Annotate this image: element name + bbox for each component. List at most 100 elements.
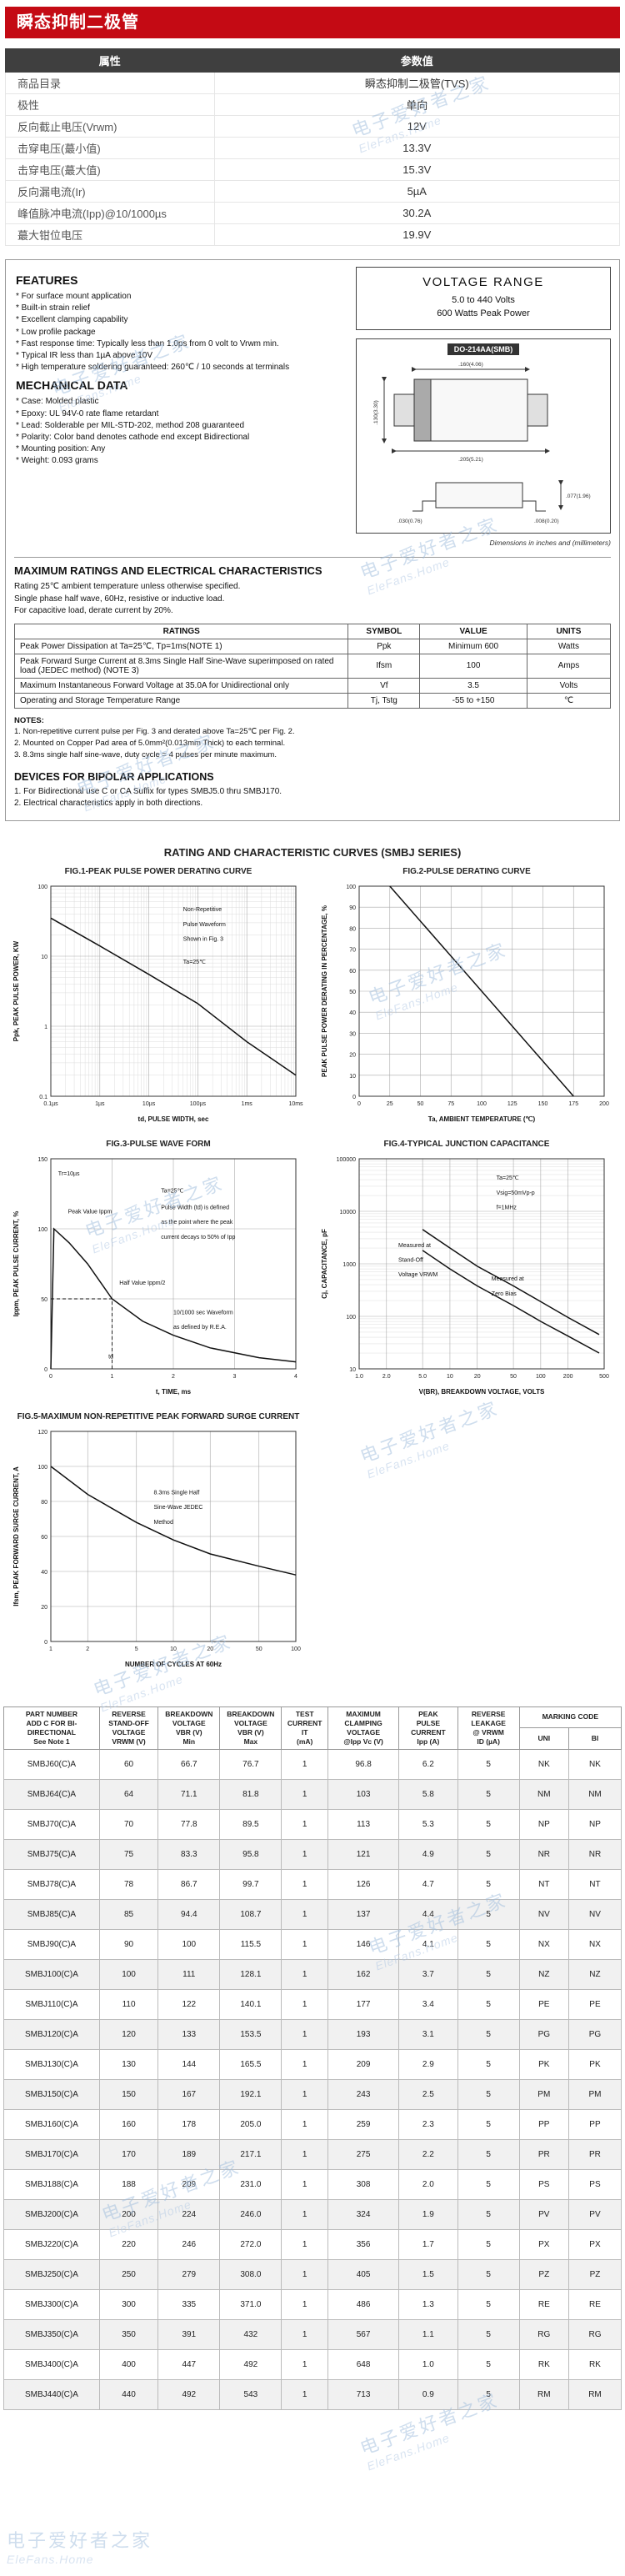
part-value-cell: 94.4 <box>158 1898 221 1930</box>
dimension-label: .160(4.06) <box>458 362 483 368</box>
part-value-cell: PZ <box>518 2258 569 2290</box>
svg-text:100: 100 <box>38 1227 48 1233</box>
ratings-column-header: RATINGS <box>13 623 349 639</box>
svg-text:Ppk, PEAK PULSE POWER, KW: Ppk, PEAK PULSE POWER, KW <box>12 940 20 1041</box>
part-value-cell: 308 <box>327 2168 400 2200</box>
part-value-cell: 250 <box>98 2258 159 2290</box>
part-value-cell: 160 <box>98 2108 159 2140</box>
part-value-cell: 60 <box>98 1748 159 1780</box>
svg-text:70: 70 <box>349 947 356 953</box>
part-row: SMBJ100(C)A 100 111 128.1 1 162 3.7 5 NZ NZ <box>3 1958 622 1990</box>
mechanical-data-item: Case: Molded plastic <box>16 396 349 408</box>
parts-column-header: BREAKDOWN VOLTAGE VBR (V) Min <box>158 1706 221 1750</box>
mechanical-data-item: Polarity: Color band denotes cathode end… <box>16 432 349 444</box>
package-diagram-box: DO-214AA(SMB) .160(4.06) .205(5.21) <box>356 338 611 534</box>
value-cell: 3.5 <box>419 677 528 694</box>
part-value-cell: PS <box>518 2168 569 2200</box>
attribute-row: 商品目录 瞬态抑制二极管(TVS) <box>5 72 621 94</box>
part-value-cell: 272.0 <box>219 2228 282 2260</box>
part-value-cell: 140.1 <box>219 1988 282 2020</box>
svg-text:PEAK PULSE POWER DERATING IN P: PEAK PULSE POWER DERATING IN PERCENTAGE,… <box>321 905 328 1077</box>
svg-text:Pulse Waveform: Pulse Waveform <box>183 921 226 927</box>
part-number-cell: SMBJ78(C)A <box>3 1868 100 1900</box>
svg-text:10: 10 <box>170 1646 177 1652</box>
part-value-cell: 121 <box>327 1838 400 1870</box>
dimension-label: .030(0.76) <box>398 519 422 524</box>
page-title: 瞬态抑制二极管 <box>17 13 139 32</box>
ratings-intro-line: Rating 25℃ ambient temperature unless ot… <box>14 582 241 591</box>
part-value-cell: NM <box>518 1778 569 1810</box>
part-value-cell: 217.1 <box>219 2138 282 2170</box>
part-value-cell: 713 <box>327 2378 400 2410</box>
svg-text:3: 3 <box>233 1374 237 1380</box>
attribute-value: 30.2A <box>213 202 621 224</box>
part-number-cell: SMBJ60(C)A <box>3 1748 100 1780</box>
part-number-cell: SMBJ300(C)A <box>3 2288 100 2320</box>
max-ratings-heading: MAXIMUM RATINGS AND ELECTRICAL CHARACTER… <box>14 564 322 577</box>
svg-text:80: 80 <box>41 1500 48 1506</box>
part-value-cell: 5 <box>457 1928 520 1960</box>
part-value-cell: 246.0 <box>219 2198 282 2230</box>
units-column-header: UNITS <box>526 623 612 639</box>
watermark-text-en: EleFans.Home <box>365 2430 452 2473</box>
lead-right <box>527 393 548 427</box>
part-value-cell: NT <box>568 1868 622 1900</box>
fig1-plot: 0.1µs 1µs 10µs 100µs 1ms 10ms 0.1 1 10 100 Non-Rep… <box>12 885 303 1123</box>
svg-text:1: 1 <box>49 1646 52 1652</box>
part-value-cell: PK <box>518 2048 569 2080</box>
svg-text:100: 100 <box>38 1465 48 1471</box>
part-row: SMBJ188(C)A 188 209 231.0 1 308 2.0 5 PS PS <box>3 2168 622 2200</box>
fig3-figure: FIG.3-PULSE WAVE FORM 0 1 2 3 4 0 50 100 150 Tr=10… <box>7 1140 310 1397</box>
part-number-cell: SMBJ100(C)A <box>3 1958 100 1990</box>
svg-text:100: 100 <box>536 1374 546 1380</box>
attribute-value: 单向 <box>213 93 621 116</box>
part-value-cell: 5 <box>457 1958 520 1990</box>
part-row: SMBJ250(C)A 250 279 308.0 1 405 1.5 5 PZ PZ <box>3 2258 622 2290</box>
derating-line-curve <box>389 885 574 1097</box>
svg-text:100: 100 <box>38 885 48 890</box>
part-value-cell: 5 <box>457 2228 520 2260</box>
part-value-cell: RE <box>568 2288 622 2320</box>
svg-text:10: 10 <box>349 1073 356 1079</box>
part-number-cell: SMBJ70(C)A <box>3 1808 100 1840</box>
part-value-cell: 86.7 <box>158 1868 221 1900</box>
part-value-cell: NM <box>568 1778 622 1810</box>
part-value-cell: 5 <box>457 1838 520 1870</box>
part-number-cell: SMBJ64(C)A <box>3 1778 100 1810</box>
symbol-cell: Vf <box>348 677 421 694</box>
mechanical-data-list: Case: Molded plasticEpoxy: UL 94V-0 rate… <box>16 396 349 467</box>
part-value-cell: 1 <box>281 2168 328 2200</box>
svg-text:2: 2 <box>172 1374 175 1380</box>
part-number-cell: SMBJ220(C)A <box>3 2228 100 2260</box>
rating-cell: Peak Power Dissipation at Ta=25℃, Tp=1ms… <box>13 638 349 654</box>
part-row: SMBJ75(C)A 75 83.3 95.8 1 121 4.9 5 NR NR <box>3 1838 622 1870</box>
svg-text:Non-Repetitive: Non-Repetitive <box>183 907 222 913</box>
feature-item: High temperature soldering guaranteed: 2… <box>16 362 349 373</box>
svg-text:0: 0 <box>44 1367 48 1373</box>
part-value-cell: 4.4 <box>398 1898 458 1930</box>
part-value-cell: 4.9 <box>398 1838 458 1870</box>
svg-text:0: 0 <box>49 1374 52 1380</box>
svg-text:8.3ms Single Half: 8.3ms Single Half <box>154 1490 200 1496</box>
value-column-header: 参数值 <box>213 48 621 73</box>
part-value-cell: PE <box>518 1988 569 2020</box>
part-value-cell: 95.8 <box>219 1838 282 1870</box>
part-value-cell: NR <box>568 1838 622 1870</box>
svg-text:Ta=25℃: Ta=25℃ <box>183 960 206 965</box>
part-number-cell: SMBJ90(C)A <box>3 1928 100 1960</box>
part-value-cell: 224 <box>158 2198 221 2230</box>
ratings-row: Operating and Storage Temperature Range T… <box>13 692 612 709</box>
features-list: For surface mount applicationBuilt-in st… <box>16 291 349 373</box>
part-value-cell: 1 <box>281 1778 328 1810</box>
package-drawing: .160(4.06) .205(5.21) .130(3.30) .077(1.… <box>373 362 591 524</box>
part-row: SMBJ170(C)A 170 189 217.1 1 275 2.2 5 PR PR <box>3 2138 622 2170</box>
part-row: SMBJ110(C)A 110 122 140.1 1 177 3.4 5 PE PE <box>3 1988 622 2020</box>
svg-text:150: 150 <box>38 1157 48 1163</box>
part-value-cell: 1.0 <box>398 2348 458 2380</box>
svg-text:60: 60 <box>41 1535 48 1541</box>
dimension-label: .205(5.21) <box>458 457 483 463</box>
svg-text:Shown in Fig. 3: Shown in Fig. 3 <box>183 936 223 942</box>
part-number-cell: SMBJ350(C)A <box>3 2318 100 2350</box>
part-value-cell: 1 <box>281 2288 328 2320</box>
part-value-cell: RK <box>568 2348 622 2380</box>
